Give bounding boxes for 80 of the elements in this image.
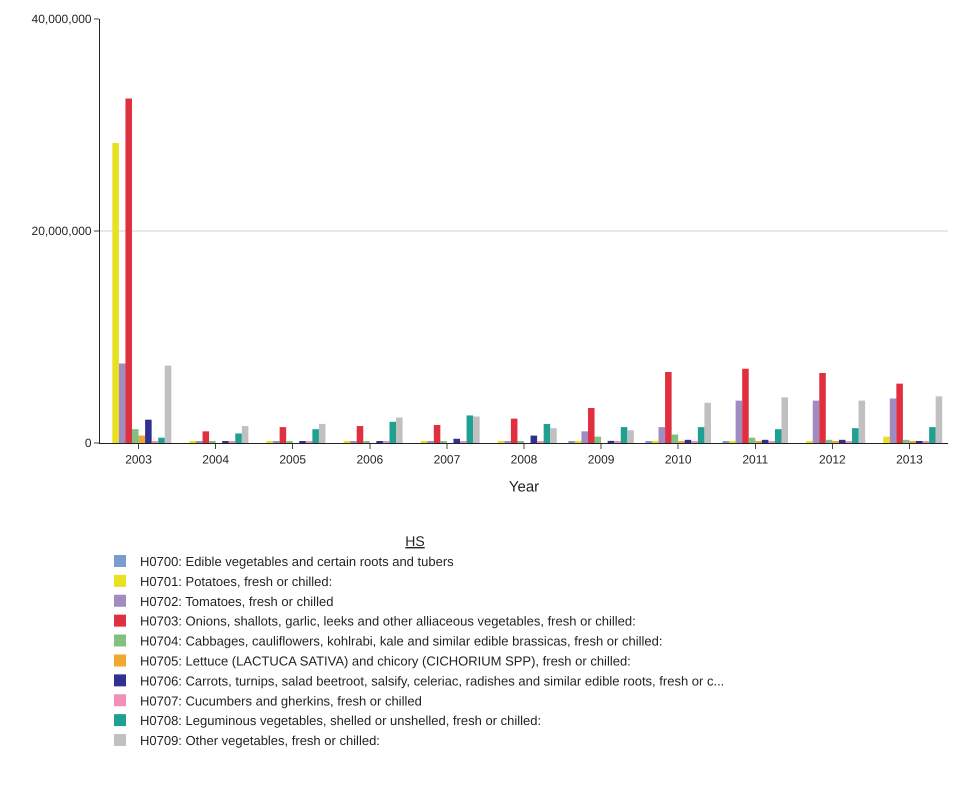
bar bbox=[473, 416, 480, 443]
y-tick-label: 0 bbox=[84, 436, 92, 450]
bar bbox=[736, 400, 742, 443]
x-tick-label: 2008 bbox=[510, 452, 538, 466]
bar bbox=[620, 427, 628, 443]
x-tick-label: 2005 bbox=[279, 452, 306, 466]
y-tick-label: 20,000,000 bbox=[32, 224, 92, 238]
x-tick-label: 2013 bbox=[896, 452, 924, 466]
x-tick-label: 2007 bbox=[434, 452, 461, 466]
bar bbox=[312, 429, 319, 443]
x-tick-label: 2011 bbox=[742, 452, 768, 466]
bar bbox=[125, 98, 132, 443]
legend-label: H0703: Onions, shallots, garlic, leeks and other alliaceous vegetables, fresh or chilled: bbox=[140, 614, 636, 629]
legend-label: H0706: Carrots, turnips, salad beetroot, salsify, celeriac, radishes and similar edible roots, fresh or c... bbox=[140, 673, 724, 688]
y-tick-label: 40,000,000 bbox=[32, 12, 92, 26]
legend-label: H0708: Leguminous vegetables, shelled or unshelled, fresh or chilled: bbox=[140, 713, 542, 728]
legend-label: H0701: Potatoes, fresh or chilled: bbox=[140, 574, 332, 589]
bar bbox=[235, 433, 242, 443]
bar bbox=[819, 373, 826, 443]
bar bbox=[588, 408, 595, 443]
bar bbox=[356, 426, 364, 443]
legend-label: H0700: Edible vegetables and certain roots and tubers bbox=[140, 554, 454, 570]
bar bbox=[896, 384, 903, 443]
x-tick-label: 2012 bbox=[819, 452, 846, 466]
x-tick-label: 2003 bbox=[125, 452, 152, 466]
bar bbox=[510, 418, 518, 443]
bar bbox=[672, 434, 678, 443]
x-axis-title: Year bbox=[508, 478, 540, 496]
legend-label: H0705: Lettuce (LACTUCA SATIVA) and chicory (CICHORIUM SPP), fresh or chilled: bbox=[140, 654, 631, 669]
bar bbox=[434, 424, 440, 443]
bar bbox=[581, 431, 588, 443]
legend-title: HS bbox=[405, 533, 425, 549]
bar bbox=[781, 397, 788, 443]
bar bbox=[202, 431, 210, 443]
bar bbox=[748, 438, 756, 443]
x-tick-label: 2010 bbox=[664, 452, 692, 466]
bar bbox=[318, 424, 326, 443]
bar bbox=[698, 427, 704, 443]
bar bbox=[280, 427, 286, 443]
bar bbox=[164, 366, 172, 443]
bar bbox=[466, 415, 474, 443]
bar bbox=[658, 427, 666, 443]
bar bbox=[742, 368, 749, 443]
bar bbox=[812, 400, 820, 443]
bar bbox=[138, 436, 146, 443]
bar bbox=[453, 438, 460, 443]
bar bbox=[774, 429, 782, 443]
bar bbox=[544, 424, 550, 443]
bar bbox=[530, 436, 538, 443]
bar bbox=[858, 400, 866, 443]
bar bbox=[389, 422, 396, 443]
bar bbox=[242, 426, 248, 443]
x-tick-label: 2009 bbox=[588, 452, 615, 466]
bar bbox=[594, 436, 602, 443]
bar bbox=[396, 418, 403, 443]
bar bbox=[704, 402, 711, 443]
bar bbox=[902, 440, 910, 443]
bar bbox=[890, 398, 896, 443]
bar bbox=[158, 438, 165, 443]
bar bbox=[132, 429, 139, 443]
legend-label: H0709: Other vegetables, fresh or chilled: bbox=[140, 733, 380, 748]
bar bbox=[550, 428, 557, 443]
bar bbox=[665, 372, 672, 443]
bar bbox=[929, 427, 936, 443]
legend-label: H0702: Tomatoes, fresh or chilled bbox=[140, 594, 334, 609]
bar bbox=[145, 420, 152, 443]
x-tick-label: 2004 bbox=[202, 452, 230, 466]
bar bbox=[838, 440, 846, 443]
bar bbox=[118, 364, 126, 443]
x-tick-label: 2006 bbox=[356, 452, 384, 466]
legend-label: H0707: Cucumbers and gherkins, fresh or chilled bbox=[140, 693, 422, 708]
bar bbox=[936, 396, 942, 443]
bar bbox=[112, 143, 119, 443]
bar bbox=[883, 436, 890, 443]
bar bbox=[762, 440, 768, 443]
legend-label: H0704: Cabbages, cauliflowers, kohlrabi, kale and similar edible brassicas, fresh or chilled: bbox=[140, 634, 662, 649]
bar bbox=[627, 430, 634, 443]
bar bbox=[684, 440, 692, 443]
bar bbox=[852, 428, 859, 443]
bar bbox=[826, 440, 832, 443]
